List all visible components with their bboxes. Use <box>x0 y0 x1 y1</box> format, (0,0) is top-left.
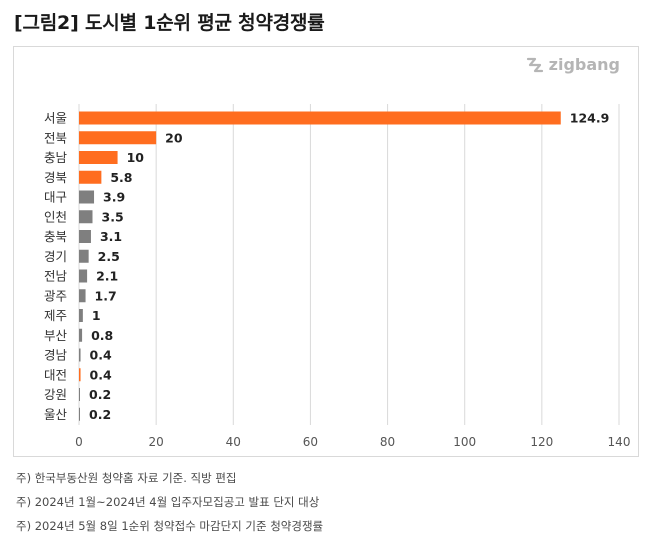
data-label: 10 <box>127 150 145 165</box>
data-label: 1 <box>92 308 101 323</box>
bar <box>79 111 561 125</box>
category-label: 전남 <box>44 269 68 284</box>
x-tick-label: 120 <box>530 435 553 449</box>
brand-logo: zigbang <box>525 55 620 74</box>
bar <box>79 289 86 303</box>
bar <box>79 151 118 164</box>
category-label: 부산 <box>44 328 68 343</box>
data-label: 0.4 <box>90 367 112 382</box>
data-label: 3.1 <box>100 229 122 244</box>
grid-lines <box>78 104 620 425</box>
category-label: 강원 <box>44 387 67 402</box>
bar <box>79 407 80 421</box>
bar <box>79 309 83 322</box>
footnotes: 주) 한국부동산원 청약홈 자료 기준. 직방 편집 주) 2024년 1월~2… <box>16 466 323 538</box>
bars <box>79 111 561 421</box>
page-title: [그림2] 도시별 1순위 평균 청약경쟁률 <box>14 12 325 34</box>
bar <box>79 190 95 204</box>
data-label: 2.1 <box>96 269 118 284</box>
data-label: 2.5 <box>98 249 120 264</box>
x-tick-label: 40 <box>226 435 241 449</box>
data-label: 0.2 <box>89 407 111 422</box>
category-label: 대전 <box>44 367 67 382</box>
bar <box>79 388 80 401</box>
data-label: 124.9 <box>570 111 610 126</box>
data-label: 5.8 <box>110 170 132 185</box>
category-label: 대구 <box>44 190 67 205</box>
category-label: 경기 <box>44 249 67 264</box>
category-label: 서울 <box>44 111 67 126</box>
x-tick-label: 80 <box>380 435 395 449</box>
footnote-source: 주) 한국부동산원 청약홈 자료 기준. 직방 편집 <box>16 471 237 485</box>
data-label: 0.8 <box>91 328 113 343</box>
footnote-period: 주) 2024년 1월~2024년 4월 입주자모집공고 발표 단지 대상 <box>16 495 320 509</box>
bar <box>79 249 89 263</box>
bar <box>79 210 93 224</box>
x-tick-label: 100 <box>453 435 476 449</box>
data-label: 0.2 <box>89 387 111 402</box>
category-label: 제주 <box>44 308 67 323</box>
brand-name: zigbang <box>548 55 620 74</box>
x-tick-label: 140 <box>608 435 631 449</box>
category-label: 충북 <box>44 229 67 244</box>
data-label: 0.4 <box>90 348 112 363</box>
data-label: 20 <box>165 130 183 145</box>
category-label: 경남 <box>44 348 68 363</box>
bar <box>79 328 83 342</box>
category-label: 경북 <box>44 170 67 185</box>
category-label: 전북 <box>44 130 67 145</box>
footnote-basis: 주) 2024년 5월 8일 1순위 청약접수 마감단지 기준 청약경쟁률 <box>16 519 324 533</box>
category-label: 충남 <box>44 150 68 165</box>
data-label: 1.7 <box>95 288 117 303</box>
x-tick-labels: 0 20 40 60 80 100 120 140 <box>75 435 630 449</box>
bar <box>79 131 157 145</box>
zigbang-logo-icon <box>526 57 543 72</box>
bar <box>79 269 88 283</box>
category-label: 울산 <box>44 407 68 422</box>
bar <box>79 230 91 243</box>
x-tick-label: 60 <box>303 435 318 449</box>
data-label: 3.9 <box>103 190 125 205</box>
x-tick-label: 0 <box>75 435 83 449</box>
bar <box>79 348 81 362</box>
value-labels: 124.9 20 10 5.8 3.9 3.5 3.1 2.5 2.1 1.7 1 0.8 0.4 0.4… <box>89 111 609 422</box>
bar <box>79 170 102 184</box>
bar <box>79 368 81 382</box>
data-label: 3.5 <box>102 209 124 224</box>
category-label: 인천 <box>44 209 67 224</box>
category-label: 광주 <box>44 288 67 303</box>
x-tick-label: 20 <box>149 435 164 449</box>
